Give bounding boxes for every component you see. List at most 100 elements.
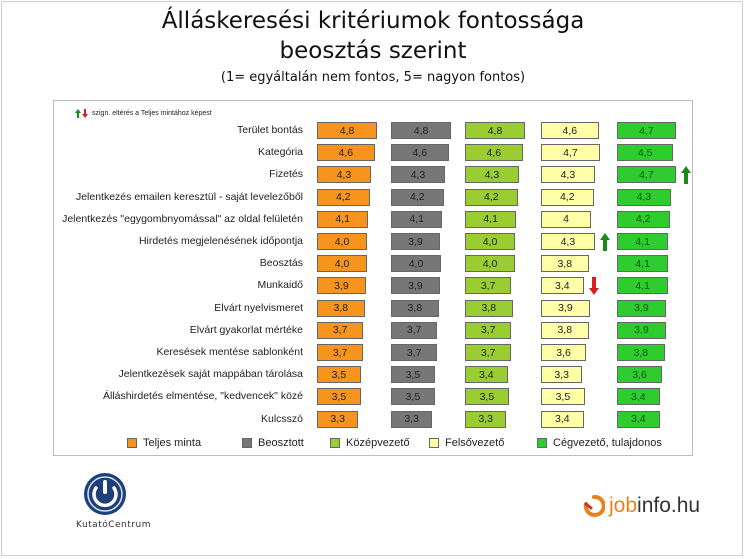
bar-felso: 4,3: [541, 233, 595, 250]
bar-felso: 3,8: [541, 321, 589, 339]
bar-felso: 3,4: [541, 410, 584, 428]
bar-teljes: 4,2: [317, 188, 370, 206]
category-label: Kulcsszó: [260, 412, 303, 425]
legend-label: Teljes minta: [143, 437, 202, 449]
legend-swatch: [330, 438, 340, 448]
chart-title: Álláskeresési kritériumok fontossága: [161, 8, 585, 34]
bar-beosztott: 3,7: [391, 321, 438, 339]
category-label: Keresések mentése sablonként: [156, 346, 303, 358]
bar-felso: 3,8: [541, 255, 589, 273]
bar-teljes: 4,0: [317, 255, 367, 273]
bar-felso: 4,2: [541, 188, 594, 206]
jobinfo-logo-text: jobinfo.hu: [609, 494, 701, 517]
bar-beosztott: 3,8: [391, 299, 439, 317]
bar-teljes: 3,9: [317, 277, 366, 295]
bar-felso: 3,9: [541, 299, 590, 317]
jobinfo-logo: jobinfo.hu: [583, 494, 700, 518]
legend-item-felso: Felsővezető: [429, 437, 504, 449]
category-label: Kategória: [258, 146, 303, 159]
chart-legend: Teljes minta Beosztott Középvezető Felsővez…: [127, 437, 692, 453]
bar-felso: 4,6: [541, 122, 599, 139]
bar-ceg: 3,4: [617, 388, 660, 406]
bar-ceg: 4,5: [617, 144, 674, 162]
bar-beosztott: 4,1: [391, 210, 443, 228]
legend-label: Felsővezető: [445, 437, 505, 449]
bar-felso: 4,3: [541, 166, 595, 184]
bar-kozep: 3,7: [465, 321, 512, 339]
category-label: Munkaidő: [257, 279, 303, 292]
legend-label: Beosztott: [258, 437, 304, 449]
significance-up-icon: [599, 233, 610, 251]
legend-swatch: [242, 438, 252, 448]
legend-item-ceg: Cégvezető, tulajdonos: [537, 437, 662, 449]
category-label: Elvárt nyelvismeret: [214, 301, 303, 314]
bar-felso: 3,4: [541, 277, 584, 295]
bar-ceg: 3,6: [617, 366, 662, 384]
bar-ceg: 3,9: [617, 321, 666, 339]
legend-label: Cégvezető, tulajdonos: [553, 437, 662, 449]
bar-ceg: 4,2: [617, 210, 670, 228]
bar-teljes: 4,3: [317, 166, 371, 184]
bar-ceg: 4,3: [617, 188, 671, 206]
bar-beosztott: 4,0: [391, 255, 441, 273]
legend-swatch: [429, 438, 439, 448]
bar-teljes: 4,0: [317, 233, 367, 250]
bar-teljes: 4,8: [317, 122, 377, 139]
bar-kozep: 3,5: [465, 388, 509, 406]
kutatocentrum-logo-text: KutatóCentrum: [76, 520, 151, 530]
significance-note-text: szign. eltérés a Teljes mintához képest: [92, 110, 212, 117]
bar-kozep: 4,3: [465, 166, 519, 184]
category-label: Jelentkezés emailen keresztül - saját le…: [75, 190, 303, 203]
bar-kozep: 3,3: [465, 410, 507, 428]
category-label: Álláshirdetés elmentése, "kedvencek" köz…: [102, 390, 303, 403]
category-label: Jelentkezések saját mappában tárolása: [118, 368, 303, 381]
bar-ceg: 3,8: [617, 344, 665, 361]
category-label: Terület bontás: [237, 124, 303, 136]
bar-beosztott: 3,9: [391, 233, 440, 250]
bar-felso: 3,3: [541, 366, 583, 384]
legend-item-beosztott: Beosztott: [242, 437, 304, 449]
bar-ceg: 3,9: [617, 299, 666, 317]
category-label: Hirdetés megjelenésének időpontja: [138, 235, 303, 247]
bar-teljes: 3,3: [317, 410, 359, 428]
significance-up-icon: [680, 166, 691, 185]
bar-teljes: 3,5: [317, 388, 361, 406]
bar-beosztott: 3,5: [391, 366, 435, 384]
bar-beosztott: 3,5: [391, 388, 435, 406]
bar-kozep: 3,7: [465, 277, 512, 295]
category-label: Fizetés: [269, 168, 303, 181]
significance-down-icon: [588, 277, 599, 296]
bar-felso: 3,6: [541, 344, 586, 361]
bar-beosztott: 4,3: [391, 166, 445, 184]
legend-swatch: [537, 438, 547, 448]
bar-beosztott: 4,2: [391, 188, 444, 206]
bar-kozep: 4,8: [465, 122, 525, 139]
significance-arrows-icon: [75, 108, 88, 119]
bar-teljes: 3,7: [317, 321, 364, 339]
significance-note: szign. eltérés a Teljes mintához képest: [75, 108, 212, 119]
chart-subtitle: (1= egyáltalán nem fontos, 5= nagyon fon…: [220, 70, 526, 85]
legend-item-teljes: Teljes minta: [127, 437, 201, 449]
bar-kozep: 3,7: [465, 344, 512, 361]
bar-teljes: 3,8: [317, 299, 365, 317]
legend-item-kozep: Középvezető: [330, 437, 410, 449]
bar-felso: 4: [541, 210, 591, 228]
bar-beosztott: 3,9: [391, 277, 440, 295]
legend-label: Középvezető: [346, 437, 410, 449]
bar-felso: 3,5: [541, 388, 585, 406]
bar-felso: 4,7: [541, 144, 600, 162]
bar-kozep: 4,0: [465, 255, 515, 273]
bar-ceg: 4,1: [617, 255, 669, 273]
kutatocentrum-logo: [72, 470, 148, 534]
category-label: Beosztás: [259, 257, 303, 270]
bar-kozep: 4,0: [465, 233, 515, 250]
bar-teljes: 4,6: [317, 144, 375, 162]
category-label: Elvárt gyakorlat mértéke: [189, 323, 303, 336]
chart-title-line2: beosztás szerint: [279, 38, 467, 64]
bar-kozep: 3,8: [465, 299, 513, 317]
bar-beosztott: 3,7: [391, 344, 438, 361]
bar-kozep: 3,4: [465, 366, 508, 384]
bar-ceg: 4,1: [617, 233, 669, 250]
bar-teljes: 3,7: [317, 344, 364, 361]
